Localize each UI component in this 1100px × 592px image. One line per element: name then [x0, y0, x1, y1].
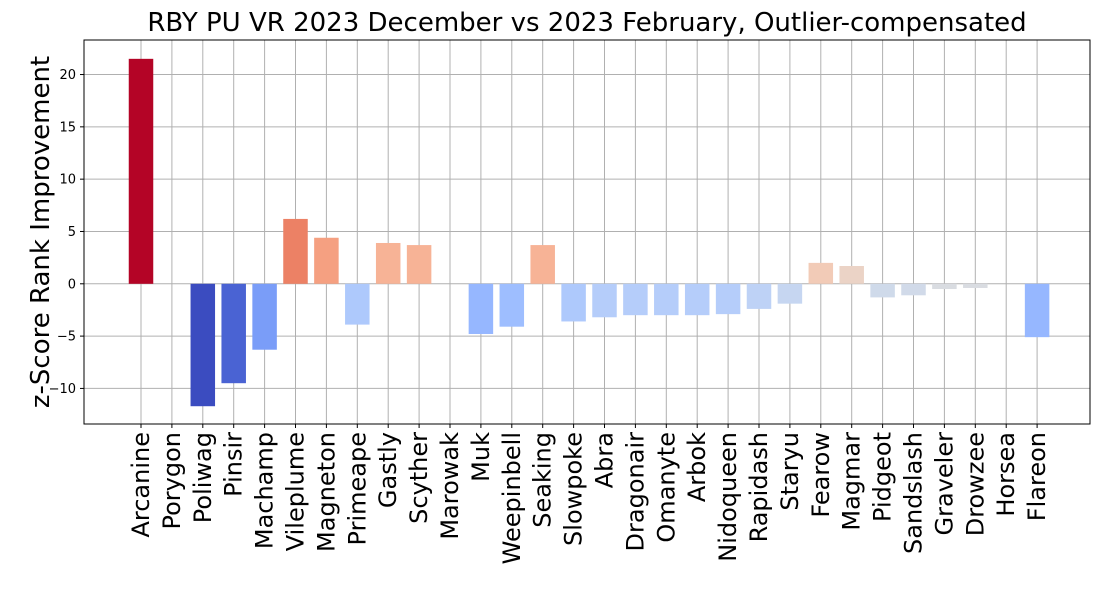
- bar-gastly: [375, 242, 401, 284]
- bar-sandslash: [901, 283, 926, 296]
- bar-scyther: [406, 245, 432, 284]
- y-tick-label: 5: [68, 225, 76, 240]
- bar-muk: [468, 283, 494, 335]
- bars: [128, 58, 1050, 407]
- plot-frame: [83, 39, 1091, 425]
- x-tick-label-machamp: Machamp: [251, 432, 279, 549]
- x-tick-label-marowak: Marowak: [436, 432, 464, 540]
- y-tick-label: −10: [49, 382, 76, 397]
- x-tick-label-pinsir: Pinsir: [220, 432, 248, 497]
- y-tick-label: 10: [59, 173, 76, 188]
- x-tick-label-drowzee: Drowzee: [961, 432, 989, 536]
- bar-machamp: [252, 283, 277, 350]
- x-tick-label-flareon: Flareon: [1023, 432, 1051, 521]
- x-tick-label-sandslash: Sandslash: [900, 432, 928, 554]
- y-tick-label: 0: [68, 277, 76, 292]
- x-tick-label-primeape: Primeape: [343, 432, 371, 545]
- bar-poliwag: [190, 283, 216, 407]
- chart-title: RBY PU VR 2023 December vs 2023 February…: [147, 8, 1026, 38]
- y-tick-label: 20: [59, 68, 76, 83]
- bar-staryu: [777, 283, 803, 304]
- y-tick-label: 15: [59, 120, 76, 135]
- bar-omanyte: [654, 283, 679, 316]
- x-tick-label-poliwag: Poliwag: [189, 432, 217, 523]
- x-tick-label-nidoqueen: Nidoqueen: [714, 432, 742, 562]
- x-tick-label-magneton: Magneton: [312, 432, 340, 552]
- bar-dragonair: [623, 283, 648, 316]
- x-tick-label-staryu: Staryu: [776, 432, 804, 511]
- bar-graveler: [932, 283, 957, 290]
- x-tick-label-graveler: Graveler: [930, 432, 958, 536]
- x-tick-label-arbok: Arbok: [683, 432, 711, 502]
- x-tick-label-fearow: Fearow: [807, 432, 835, 518]
- y-tick-label: −5: [57, 330, 76, 345]
- bar-pinsir: [221, 283, 246, 384]
- bar-nidoqueen: [715, 283, 741, 315]
- bar-primeape: [345, 283, 370, 325]
- x-tick-label-gastly: Gastly: [374, 432, 402, 508]
- bar-seaking: [530, 245, 555, 284]
- bar-arcanine: [128, 58, 154, 284]
- bar-pidgeot: [870, 283, 895, 298]
- x-tick-label-omanyte: Omanyte: [652, 432, 680, 543]
- y-axis-ticks: −10 −5 0 5 10 15 20: [49, 68, 84, 397]
- x-tick-label-porygon: Porygon: [158, 432, 186, 530]
- bar-flareon: [1024, 283, 1050, 338]
- x-tick-label-slowpoke: Slowpoke: [560, 432, 588, 546]
- x-tick-label-scyther: Scyther: [405, 432, 433, 524]
- x-axis-ticks: Arcanine Porygon Poliwag Pinsir Machamp Vilep…: [127, 424, 1051, 564]
- x-tick-label-arcanine: Arcanine: [127, 432, 155, 538]
- bar-arbok: [684, 283, 710, 316]
- bar-abra: [592, 283, 617, 318]
- x-tick-label-weepinbell: Weepinbell: [498, 432, 526, 564]
- x-tick-label-horsea: Horsea: [992, 432, 1020, 517]
- bar-fearow: [808, 262, 834, 284]
- x-tick-label-pidgeot: Pidgeot: [869, 432, 897, 522]
- bar-weepinbell: [499, 283, 525, 327]
- x-tick-label-dragonair: Dragonair: [621, 432, 649, 552]
- bar-magneton: [314, 237, 339, 284]
- bar-rapidash: [746, 283, 772, 309]
- x-tick-label-rapidash: Rapidash: [745, 432, 773, 542]
- bar-drowzee: [963, 283, 988, 288]
- x-tick-label-vileplume: Vileplume: [282, 432, 310, 551]
- y-axis-label: z-Score Rank Improvement: [26, 56, 56, 408]
- bar-vileplume: [283, 218, 308, 284]
- x-tick-label-muk: Muk: [467, 432, 495, 482]
- bar-magmar: [839, 266, 864, 284]
- x-tick-label-magmar: Magmar: [838, 432, 866, 531]
- x-tick-label-seaking: Seaking: [529, 432, 557, 528]
- bar-slowpoke: [561, 283, 586, 322]
- x-tick-label-abra: Abra: [591, 432, 619, 488]
